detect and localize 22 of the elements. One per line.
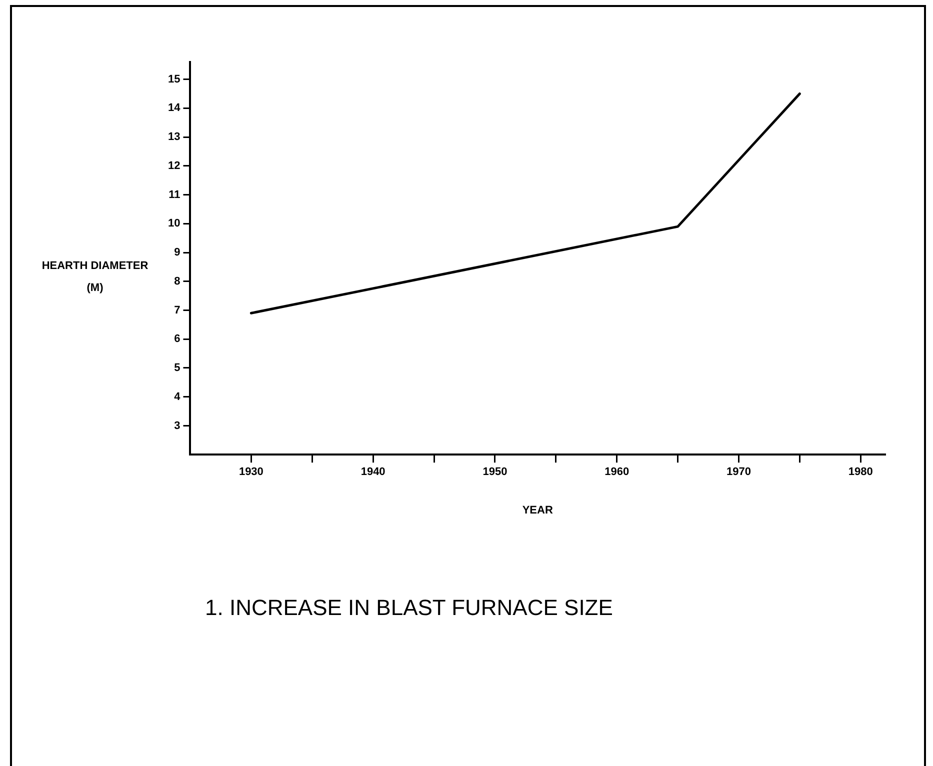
y-tick-label: 11 (168, 188, 180, 201)
x-tick-label: 1930 (238, 466, 264, 478)
x-tick-label: 1970 (726, 466, 751, 478)
y-tick-label: 4 (174, 390, 182, 403)
y-tick-label: 5 (174, 362, 180, 374)
y-tick-label: 9 (174, 246, 180, 259)
y-tick-label: 12 (168, 160, 180, 172)
text: 1. INCREASE IN BLAST FURNACE SIZE (204, 595, 614, 621)
y-tick-label: 7 (174, 304, 180, 316)
y-axis-title: HEARTH DIAMETER (M) (40, 259, 150, 296)
y-tick-label: 14 (168, 102, 182, 114)
x-tick-label: 1960 (604, 466, 630, 478)
x-axis-title: YEAR (522, 504, 553, 516)
y-tick-label: 8 (174, 275, 180, 288)
x-tick-label: 1940 (360, 466, 386, 478)
x-tick-label: 1980 (848, 466, 873, 478)
y-tick-label: 6 (174, 333, 180, 346)
y-tick-label: 3 (174, 420, 180, 432)
y-tick-label: 10 (168, 218, 180, 230)
y-tick-label: 15 (168, 73, 180, 86)
y-tick-label: 13 (168, 131, 180, 144)
x-tick-label: 1950 (482, 466, 508, 478)
